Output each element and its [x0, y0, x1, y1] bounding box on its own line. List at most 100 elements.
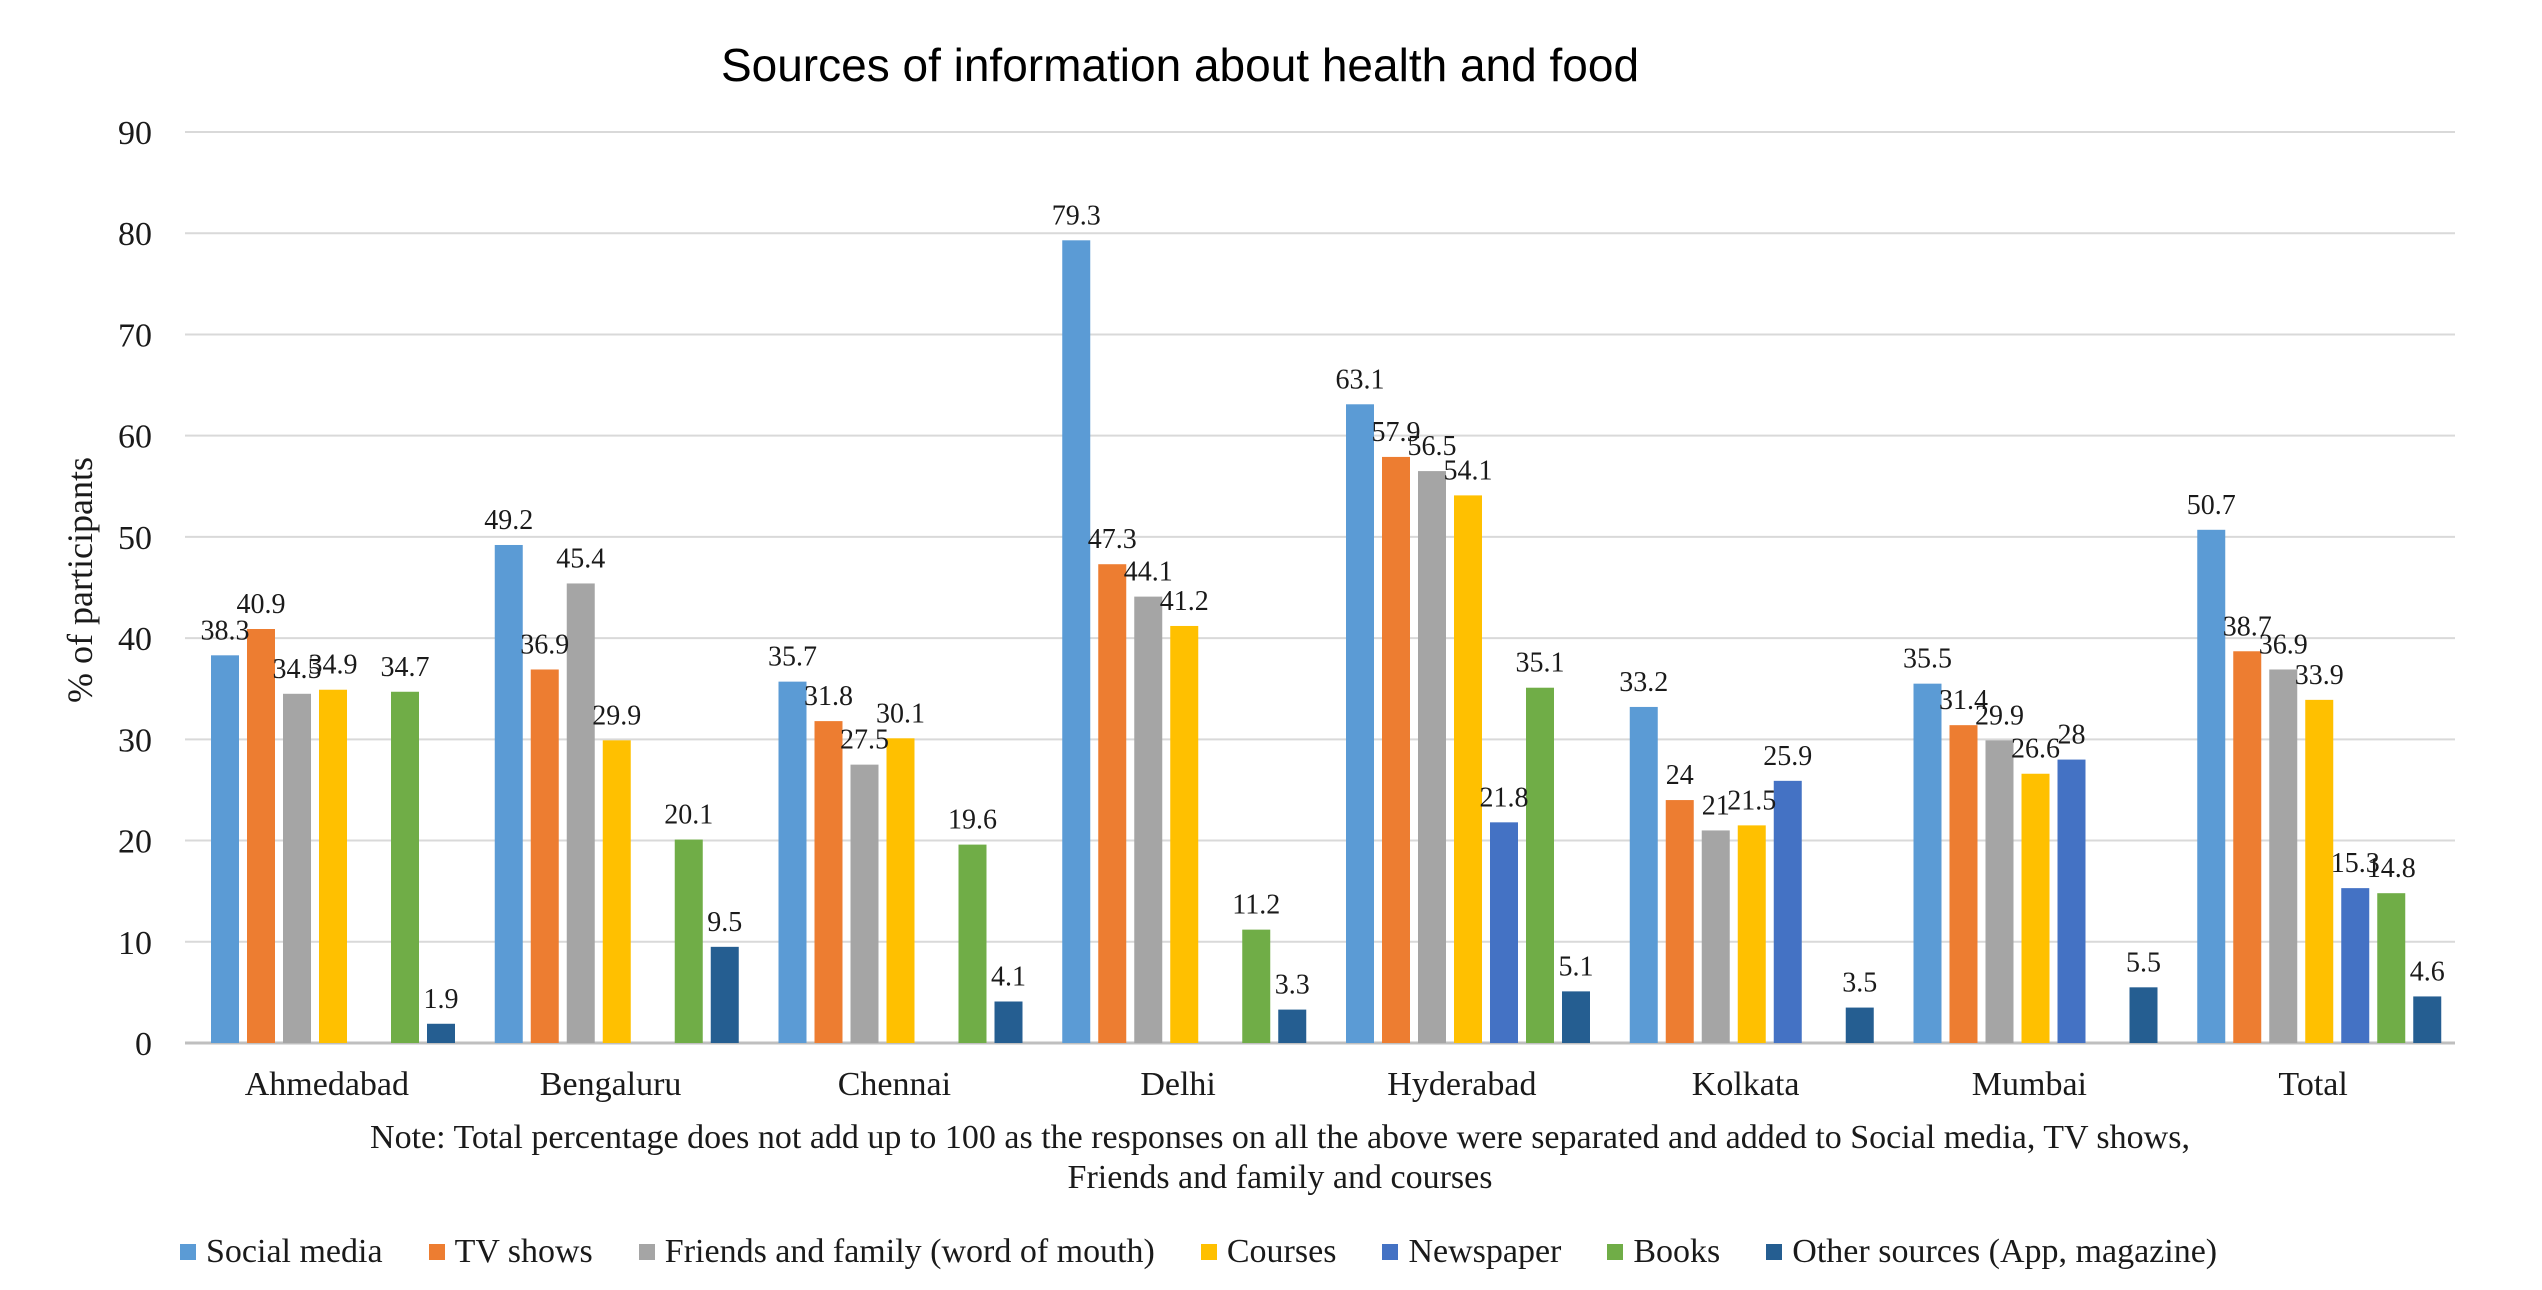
x-tick-label: Total	[2278, 1066, 2347, 1103]
data-label: 35.7	[768, 642, 817, 673]
gridlines	[185, 131, 2455, 1045]
bar	[886, 738, 915, 1043]
data-label: 5.5	[2126, 947, 2161, 978]
data-label: 3.3	[1275, 970, 1310, 1001]
bar	[2129, 987, 2158, 1043]
bar	[1773, 780, 1802, 1043]
data-label: 38.7	[2223, 611, 2272, 642]
bar	[2305, 699, 2334, 1043]
legend-label: Newspaper	[1408, 1233, 1562, 1270]
x-tick-label: Mumbai	[1972, 1066, 2087, 1103]
bar	[994, 1001, 1023, 1043]
bar	[1845, 1007, 1874, 1043]
bar	[1278, 1009, 1307, 1043]
data-label: 36.9	[2259, 629, 2308, 660]
x-axis-ticks: Ahmedabad Bengaluru Chennai Delhi Hyderabad K…	[245, 1066, 2348, 1103]
bar	[814, 721, 843, 1043]
bar	[1737, 825, 1766, 1043]
bar	[1062, 240, 1091, 1043]
y-tick-label: 30	[118, 722, 152, 759]
bars	[211, 240, 2442, 1043]
legend-item: Other sources (App, magazine)	[1766, 1233, 2217, 1271]
bar	[710, 946, 739, 1043]
data-label: 20.1	[664, 800, 713, 831]
bar	[283, 693, 311, 1043]
y-tick-label: 0	[135, 1026, 152, 1063]
legend-swatch	[1382, 1244, 1399, 1260]
legend: Social media TV shows Friends and family (…	[180, 1228, 2480, 1276]
bar	[1985, 740, 2014, 1043]
x-tick-label: Chennai	[838, 1066, 951, 1103]
bar	[1098, 564, 1127, 1043]
bar	[2413, 996, 2442, 1043]
bar	[1134, 596, 1163, 1043]
data-label: 5.1	[1559, 951, 1594, 982]
data-label: 50.7	[2187, 490, 2236, 521]
data-label: 33.9	[2295, 660, 2344, 691]
data-label: 9.5	[707, 907, 742, 938]
legend-label: TV shows	[454, 1233, 593, 1270]
bar	[1913, 683, 1942, 1043]
data-label: 79.3	[1052, 200, 1101, 231]
x-tick-label: Ahmedabad	[245, 1066, 409, 1103]
legend-item: Friends and family (word of mouth)	[638, 1233, 1155, 1271]
bar	[1170, 625, 1199, 1043]
bar	[566, 583, 595, 1043]
legend-item: Newspaper	[1382, 1233, 1561, 1271]
x-tick-label: Kolkata	[1692, 1066, 1800, 1103]
y-tick-label: 90	[118, 115, 152, 152]
bar	[1701, 830, 1730, 1043]
legend-swatch	[428, 1244, 445, 1260]
y-axis-label: % of participants	[60, 457, 100, 703]
data-label: 29.9	[592, 700, 641, 731]
bar	[2377, 893, 2406, 1043]
bar	[1629, 706, 1658, 1043]
data-label: 31.8	[804, 681, 853, 712]
data-label: 4.1	[991, 961, 1026, 992]
bar	[391, 691, 419, 1043]
legend-swatch	[180, 1244, 196, 1260]
bar	[2057, 759, 2086, 1043]
data-label: 35.1	[1516, 648, 1565, 679]
legend-item: Books	[1607, 1233, 1720, 1271]
legend-swatch	[638, 1244, 655, 1260]
legend-swatch	[1200, 1244, 1217, 1260]
data-label: 19.6	[948, 805, 997, 836]
bar	[2197, 529, 2226, 1043]
data-label: 28	[2058, 720, 2086, 751]
y-tick-label: 70	[118, 317, 152, 354]
bar	[2233, 651, 2262, 1043]
bar	[1346, 404, 1374, 1043]
data-label: 34.7	[381, 652, 430, 683]
bar	[2021, 773, 2050, 1043]
data-label: 34.5	[273, 654, 322, 685]
bar	[319, 689, 347, 1043]
x-tick-label: Bengaluru	[540, 1066, 682, 1103]
legend-item: Social media	[180, 1233, 383, 1271]
data-label: 38.3	[201, 615, 250, 646]
bar	[211, 655, 239, 1043]
bar	[427, 1023, 455, 1043]
legend-label: Books	[1633, 1233, 1721, 1270]
y-tick-label: 10	[118, 925, 152, 962]
bar	[1562, 991, 1590, 1043]
bar	[958, 844, 987, 1043]
data-label: 47.3	[1088, 524, 1137, 555]
bar	[1665, 800, 1694, 1043]
data-label: 26.6	[2011, 734, 2060, 765]
data-label: 35.5	[1903, 644, 1952, 675]
legend-swatch	[1766, 1244, 1783, 1260]
y-tick-label: 60	[118, 419, 152, 456]
data-label: 36.9	[520, 629, 569, 660]
data-label: 1.9	[424, 984, 459, 1015]
bar	[778, 681, 807, 1043]
data-label: 15.3	[2331, 848, 2380, 879]
bar	[1418, 471, 1446, 1043]
bar	[850, 764, 879, 1043]
data-label: 29.9	[1975, 700, 2024, 731]
data-label: 25.9	[1763, 741, 1812, 772]
legend-label: Courses	[1226, 1233, 1337, 1270]
legend-label: Social media	[206, 1233, 383, 1270]
